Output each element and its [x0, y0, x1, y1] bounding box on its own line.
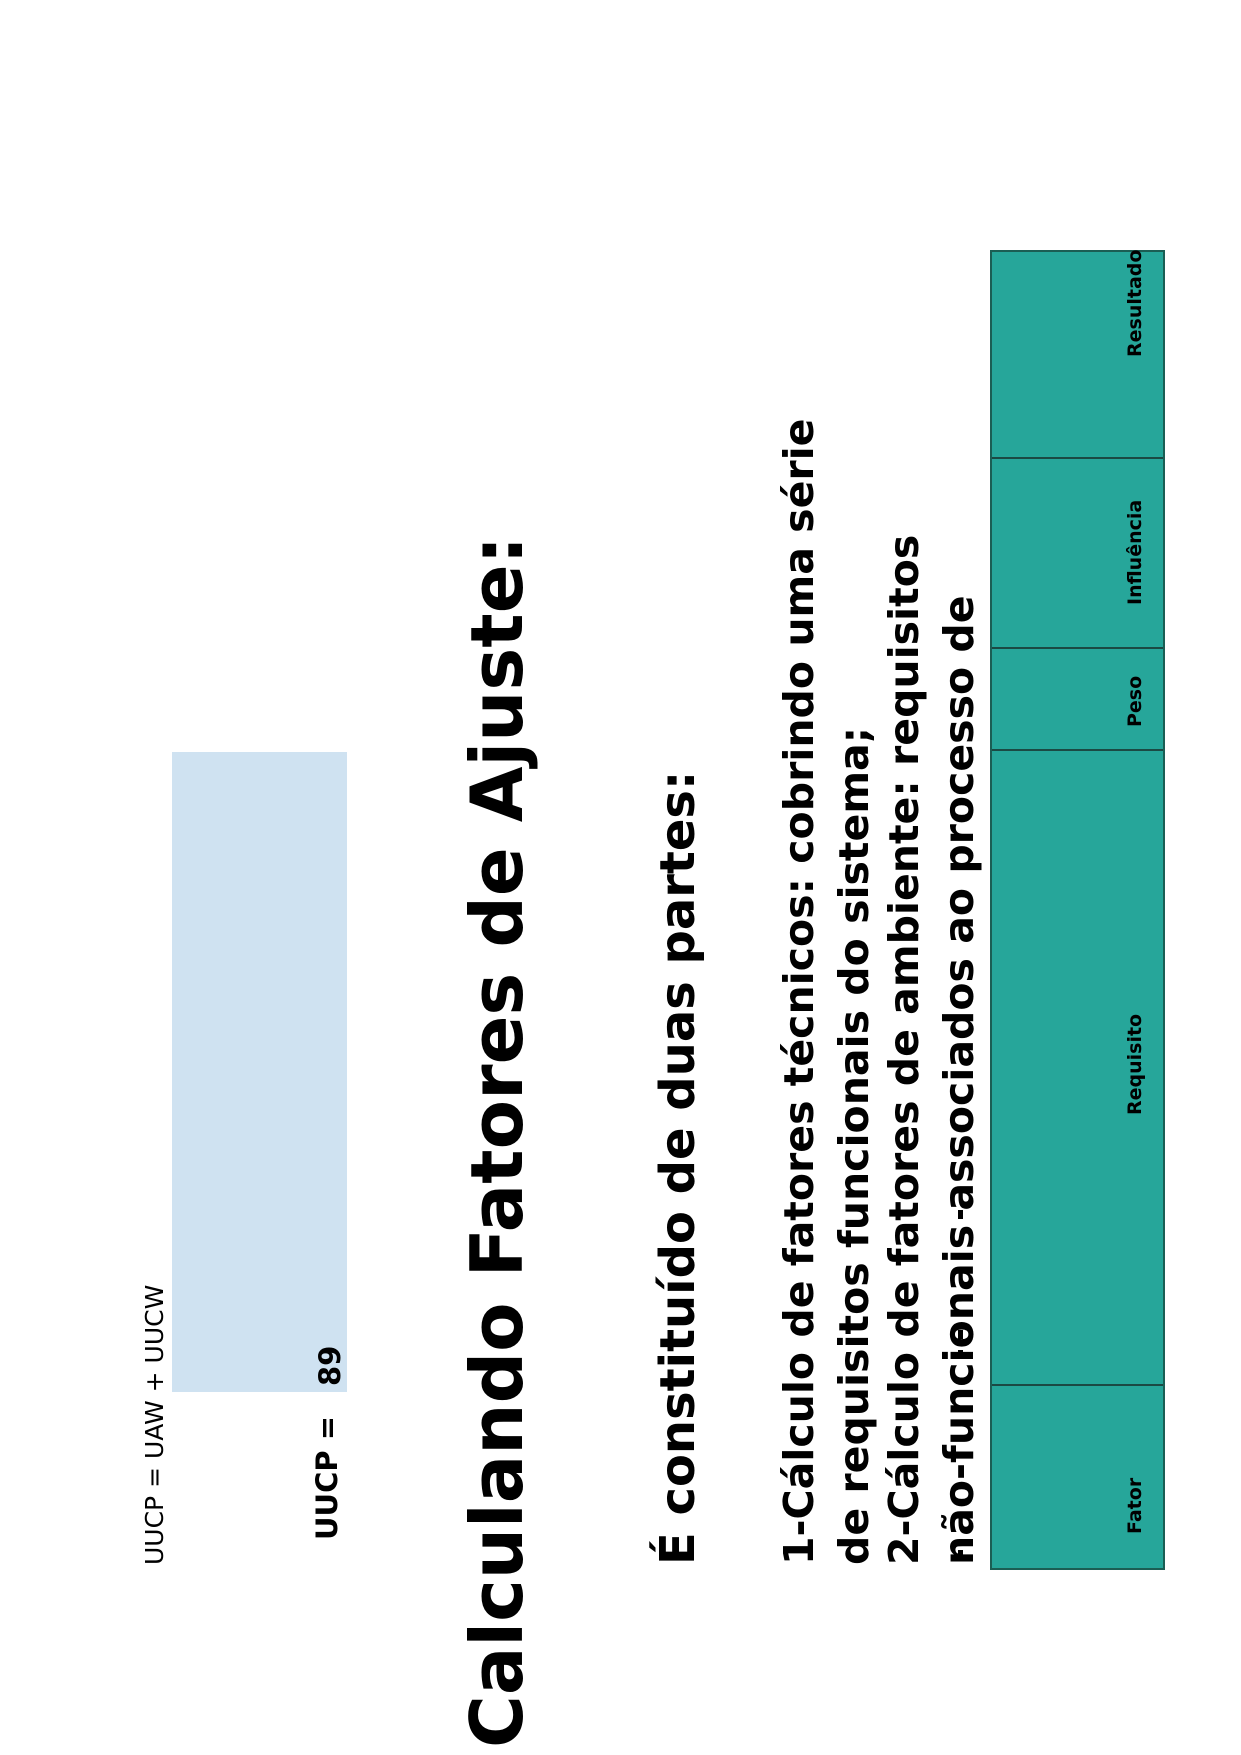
table-header-influencia: Influência	[1124, 499, 1146, 605]
table-header-peso: Peso	[1124, 675, 1146, 727]
page-title: Calculando Fatores de Ajuste:	[455, 535, 539, 1748]
formula-text: UUCP = UAW + UUCW	[140, 1284, 169, 1565]
body-line: 2-Cálculo de fatores de ambiente: requis…	[880, 534, 928, 1565]
table-divider	[992, 457, 1163, 459]
table-header-requisito: Requisito	[1124, 1013, 1146, 1115]
uucp-value: 89	[313, 1345, 347, 1386]
body-line: de requisitos funcionais do sistema;	[830, 726, 878, 1565]
body-line: 1-Cálculo de fatores técnicos: cobrindo …	[775, 418, 823, 1565]
clipped-text-fragments	[956, 1210, 978, 1570]
uucp-value-cell	[172, 752, 347, 1392]
page-subtitle: É constituído de duas partes:	[650, 770, 706, 1565]
table-header-resultado: Resultado	[1124, 249, 1146, 357]
table-divider	[992, 1384, 1163, 1386]
table-divider	[992, 647, 1163, 649]
table-header-fator: Fator	[1124, 1477, 1146, 1534]
uucp-label: UUCP =	[310, 1415, 344, 1540]
factors-table: Resultado Influência Peso Requisito Fato…	[990, 250, 1165, 1570]
table-divider	[992, 749, 1163, 751]
